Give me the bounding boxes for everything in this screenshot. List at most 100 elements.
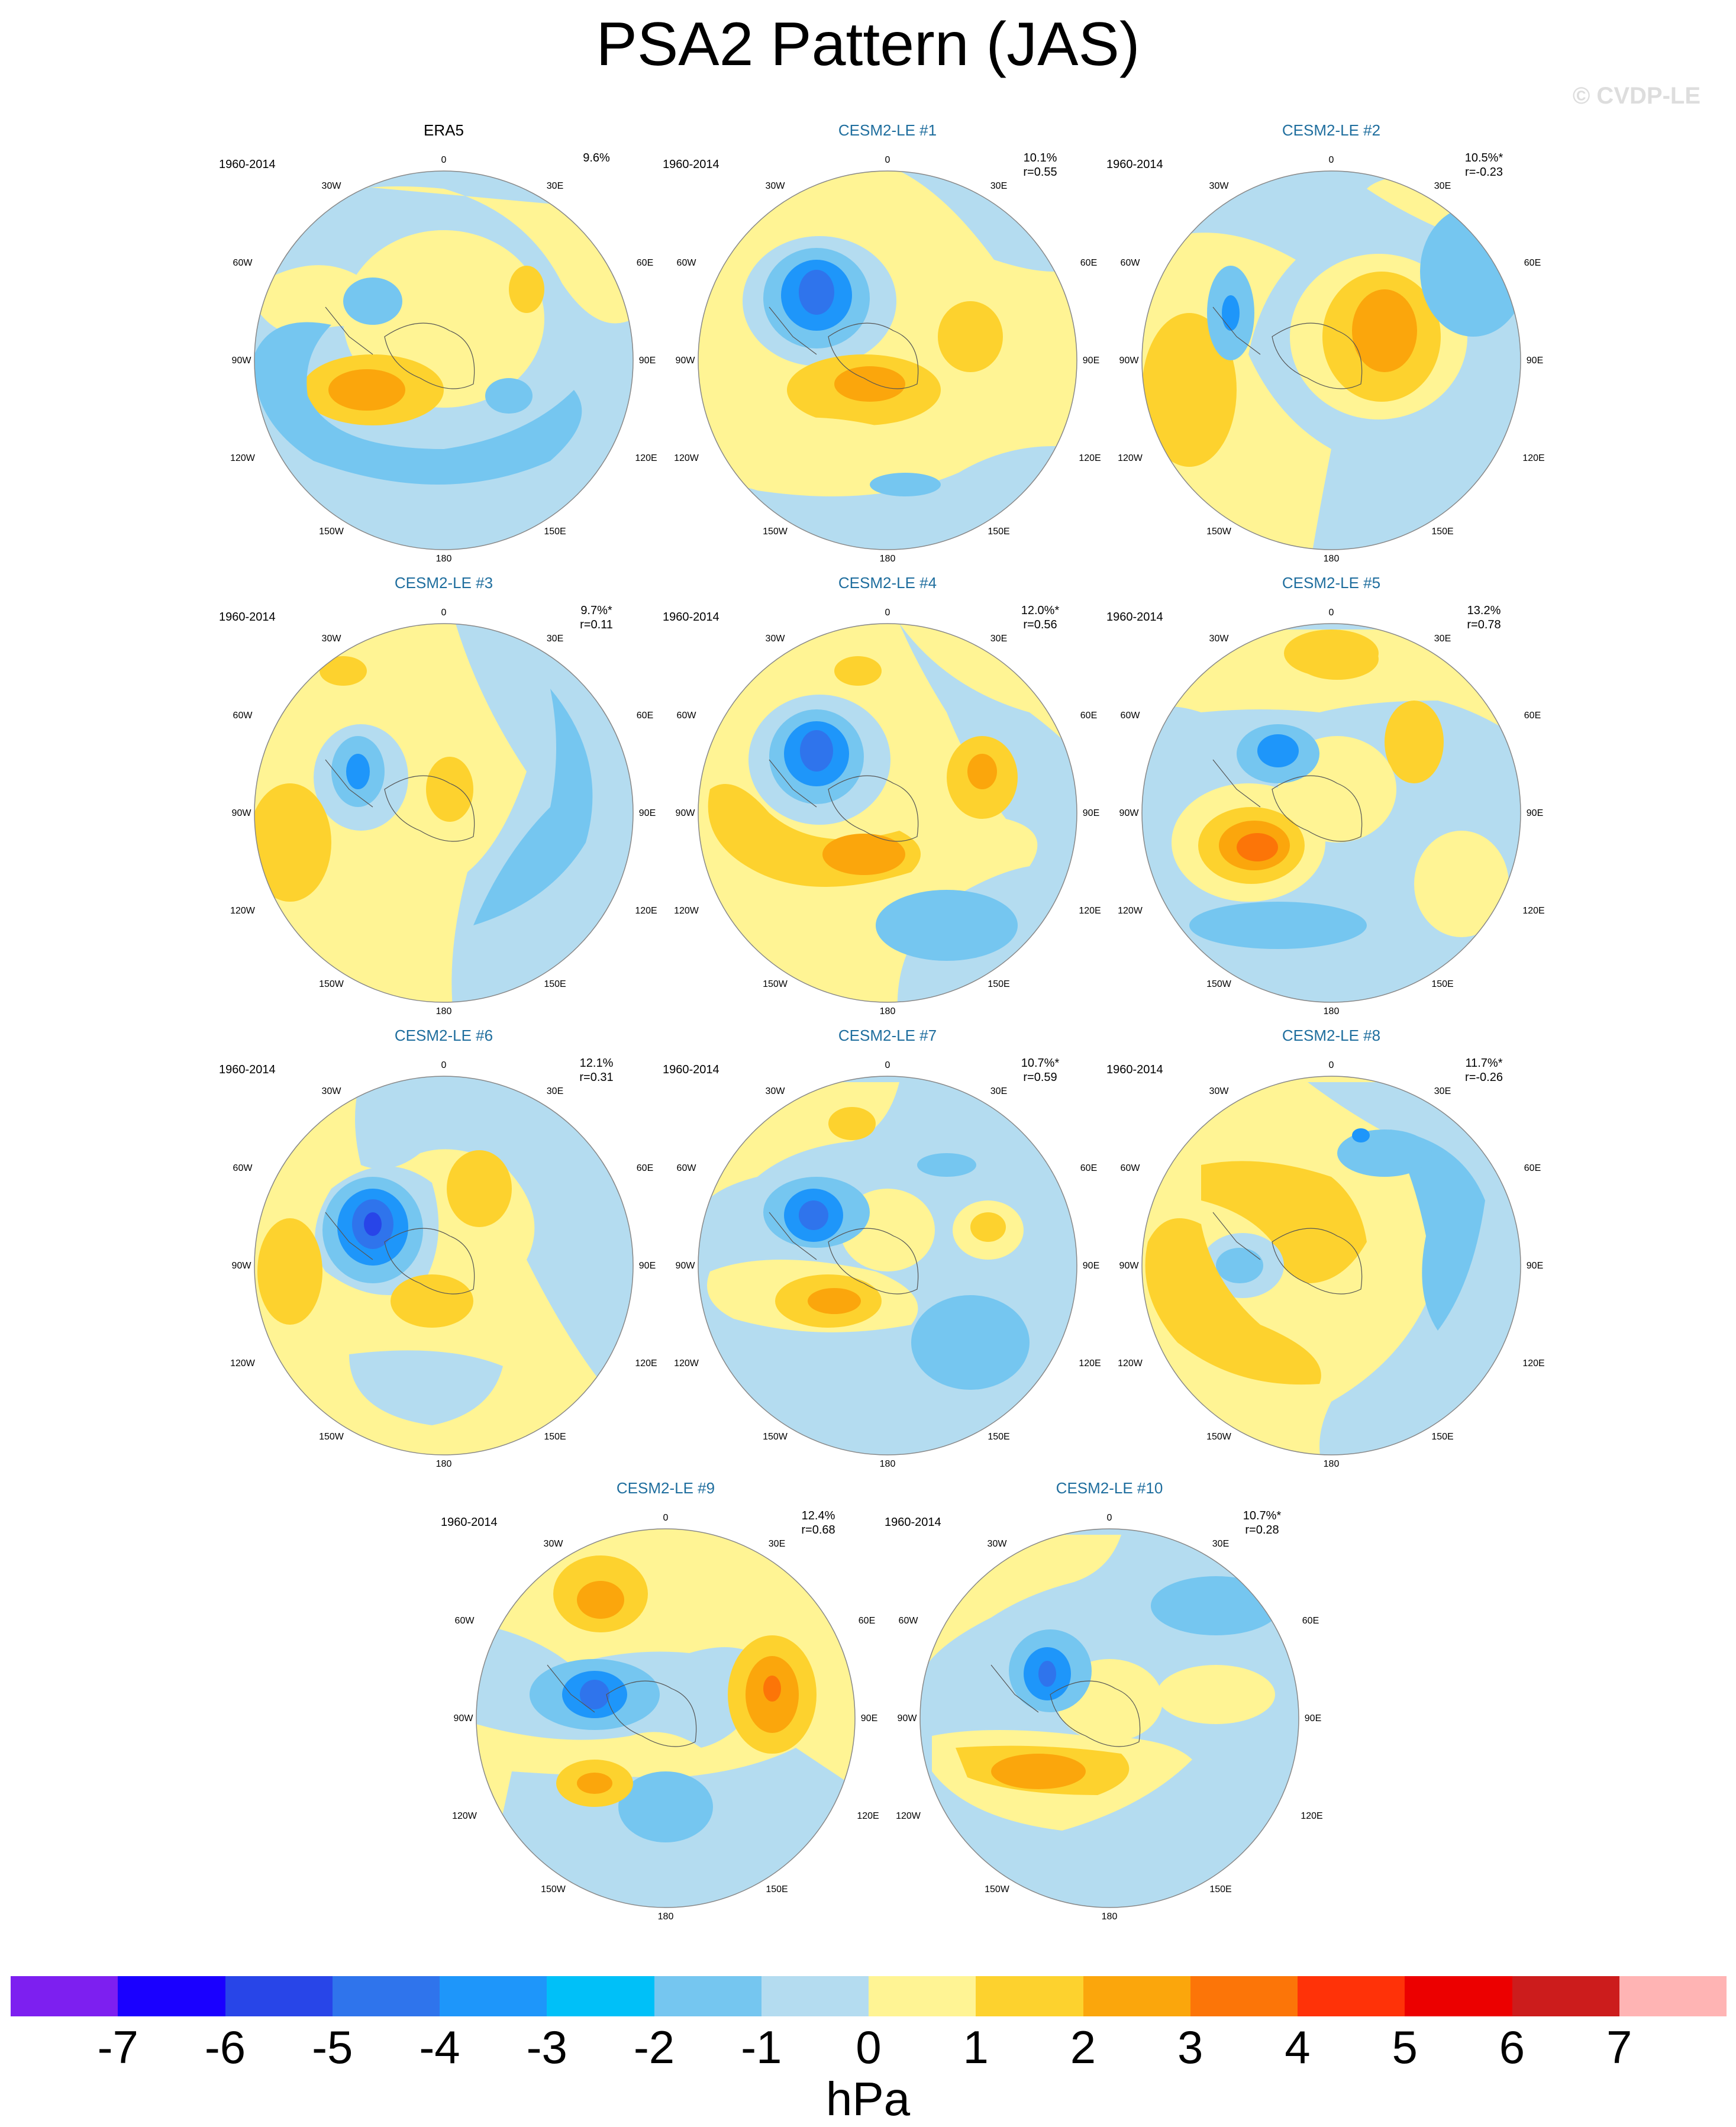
svg-text:180: 180: [880, 554, 896, 564]
svg-text:30E: 30E: [547, 634, 563, 644]
svg-text:30W: 30W: [322, 634, 342, 644]
polar-map: 0 30W 30E 60W 60E 90W 90E 120W 120E 150W…: [1118, 1060, 1545, 1469]
svg-text:60E: 60E: [1524, 258, 1541, 268]
svg-text:90W: 90W: [1119, 1261, 1140, 1271]
variance-label: 10.7%* r=0.59: [1021, 1057, 1060, 1084]
variance-label: 10.1% r=0.55: [1023, 151, 1057, 179]
variance-label: 10.7%* r=0.28: [1243, 1509, 1282, 1537]
svg-text:30E: 30E: [990, 1086, 1007, 1096]
colorbar-tick-label: 7: [1606, 2021, 1632, 2073]
map-panel-cesm2-le-8: CESM2-LE #8 1960-2014 11.7%* r=-0.26 0 30…: [1083, 1027, 1580, 1476]
svg-text:90W: 90W: [454, 1713, 474, 1723]
panel-title: CESM2-LE #6: [394, 1027, 493, 1044]
colorbar-swatch: [1083, 1976, 1190, 2016]
colorbar-swatch: [440, 1976, 547, 2016]
svg-text:30W: 30W: [322, 181, 342, 191]
svg-text:150E: 150E: [1431, 979, 1453, 989]
svg-text:150E: 150E: [544, 1432, 566, 1442]
svg-text:90E: 90E: [1527, 356, 1543, 366]
period-label: 1960-2014: [1106, 1063, 1163, 1076]
svg-text:180: 180: [1102, 1912, 1118, 1922]
colorbar-swatch: [1512, 1976, 1619, 2016]
svg-text:180: 180: [1324, 554, 1340, 564]
svg-text:0: 0: [1329, 608, 1334, 618]
colorbar-swatch: [332, 1976, 440, 2016]
map-panel-cesm2-le-3: CESM2-LE #3 1960-2014 9.7%* r=0.11 0 30W …: [195, 574, 692, 1024]
svg-text:180: 180: [1324, 1006, 1340, 1016]
svg-text:120E: 120E: [1522, 453, 1544, 463]
colorbar-tick-label: -6: [204, 2021, 246, 2073]
svg-text:0: 0: [885, 608, 890, 618]
svg-text:90W: 90W: [232, 1261, 252, 1271]
colorbar-tick-label: -2: [633, 2021, 675, 2073]
variance-label: 9.7%* r=0.11: [580, 604, 613, 631]
svg-text:150W: 150W: [985, 1884, 1010, 1894]
period-label: 1960-2014: [663, 1063, 719, 1076]
svg-text:30W: 30W: [766, 634, 786, 644]
map-panel-cesm2-le-9: CESM2-LE #9 1960-2014 12.4% r=0.68 0 30W …: [417, 1479, 914, 1929]
polar-map: 0 30W 30E 60W 60E 90W 90E 120W 120E 150W…: [674, 1060, 1101, 1469]
svg-text:180: 180: [658, 1912, 674, 1922]
colorbar-tick-label: -5: [312, 2021, 353, 2073]
svg-text:150E: 150E: [544, 527, 566, 537]
svg-text:120E: 120E: [1301, 1811, 1322, 1821]
svg-text:150W: 150W: [763, 527, 788, 537]
colorbar-unit: hPa: [825, 2073, 911, 2125]
svg-text:30E: 30E: [547, 1086, 563, 1096]
map-panel-cesm2-le-6: CESM2-LE #6 1960-2014 12.1% r=0.31 0 30W …: [195, 1027, 692, 1476]
svg-text:150W: 150W: [319, 979, 344, 989]
svg-text:30E: 30E: [1434, 634, 1451, 644]
map-panel-cesm2-le-10: CESM2-LE #10 1960-2014 10.7%* r=0.28 0 30…: [861, 1479, 1358, 1929]
svg-text:150E: 150E: [988, 527, 1009, 537]
variance-label: 12.4% r=0.68: [801, 1509, 835, 1537]
map-panel-cesm2-le-2: CESM2-LE #2 1960-2014 10.5%* r=-0.23 0 30…: [1083, 121, 1580, 571]
svg-text:60W: 60W: [677, 258, 697, 268]
svg-text:30W: 30W: [1209, 1086, 1230, 1096]
period-label: 1960-2014: [1106, 158, 1163, 171]
svg-text:120E: 120E: [1079, 906, 1101, 916]
svg-text:60W: 60W: [233, 1163, 253, 1173]
svg-text:30W: 30W: [766, 1086, 786, 1096]
svg-text:90E: 90E: [1083, 808, 1099, 818]
svg-text:150W: 150W: [541, 1884, 566, 1894]
panel-title: CESM2-LE #5: [1282, 574, 1381, 592]
svg-text:120W: 120W: [1118, 453, 1143, 463]
variance-label: 10.5%* r=-0.23: [1464, 151, 1503, 179]
panel-title: CESM2-LE #2: [1282, 121, 1381, 139]
figure-title: PSA2 Pattern (JAS): [596, 10, 1140, 79]
svg-text:0: 0: [885, 155, 890, 165]
polar-map: 0 30W 30E 60W 60E 90W 90E 120W 120E 150W…: [674, 155, 1101, 564]
panel-title: CESM2-LE #7: [838, 1027, 937, 1044]
watermark: © CVDP-LE: [1572, 83, 1700, 109]
svg-text:60W: 60W: [677, 711, 697, 721]
svg-text:60E: 60E: [1524, 1163, 1541, 1173]
svg-text:150E: 150E: [988, 979, 1009, 989]
svg-text:180: 180: [436, 554, 452, 564]
map-panel-era5: ERA5 1960-2014 9.6% 0 30W 30E 60W 60E 90…: [195, 121, 692, 571]
svg-text:120E: 120E: [635, 453, 657, 463]
svg-text:90W: 90W: [232, 356, 252, 366]
svg-text:180: 180: [880, 1459, 896, 1469]
period-label: 1960-2014: [663, 611, 719, 624]
svg-text:0: 0: [1329, 1060, 1334, 1070]
svg-text:0: 0: [663, 1513, 669, 1523]
svg-text:0: 0: [441, 608, 447, 618]
svg-text:90E: 90E: [1527, 808, 1543, 818]
colorbar-swatch: [225, 1976, 333, 2016]
period-label: 1960-2014: [885, 1516, 941, 1529]
svg-text:120W: 120W: [230, 1358, 256, 1368]
svg-text:90W: 90W: [898, 1713, 918, 1723]
map-panel-cesm2-le-5: CESM2-LE #5 1960-2014 13.2% r=0.78 0 30W …: [1083, 574, 1580, 1024]
colorbar-tick-label: -7: [97, 2021, 138, 2073]
colorbar-swatch: [869, 1976, 976, 2016]
svg-text:30W: 30W: [1209, 634, 1230, 644]
svg-text:120W: 120W: [674, 906, 699, 916]
svg-text:60E: 60E: [1302, 1616, 1319, 1626]
polar-map: 0 30W 30E 60W 60E 90W 90E 120W 120E 150W…: [230, 608, 657, 1016]
svg-text:120W: 120W: [230, 906, 256, 916]
polar-map: 0 30W 30E 60W 60E 90W 90E 120W 120E 150W…: [896, 1513, 1323, 1922]
svg-text:90W: 90W: [676, 1261, 696, 1271]
svg-text:90E: 90E: [639, 356, 656, 366]
svg-text:180: 180: [436, 1459, 452, 1469]
svg-text:30E: 30E: [547, 181, 563, 191]
